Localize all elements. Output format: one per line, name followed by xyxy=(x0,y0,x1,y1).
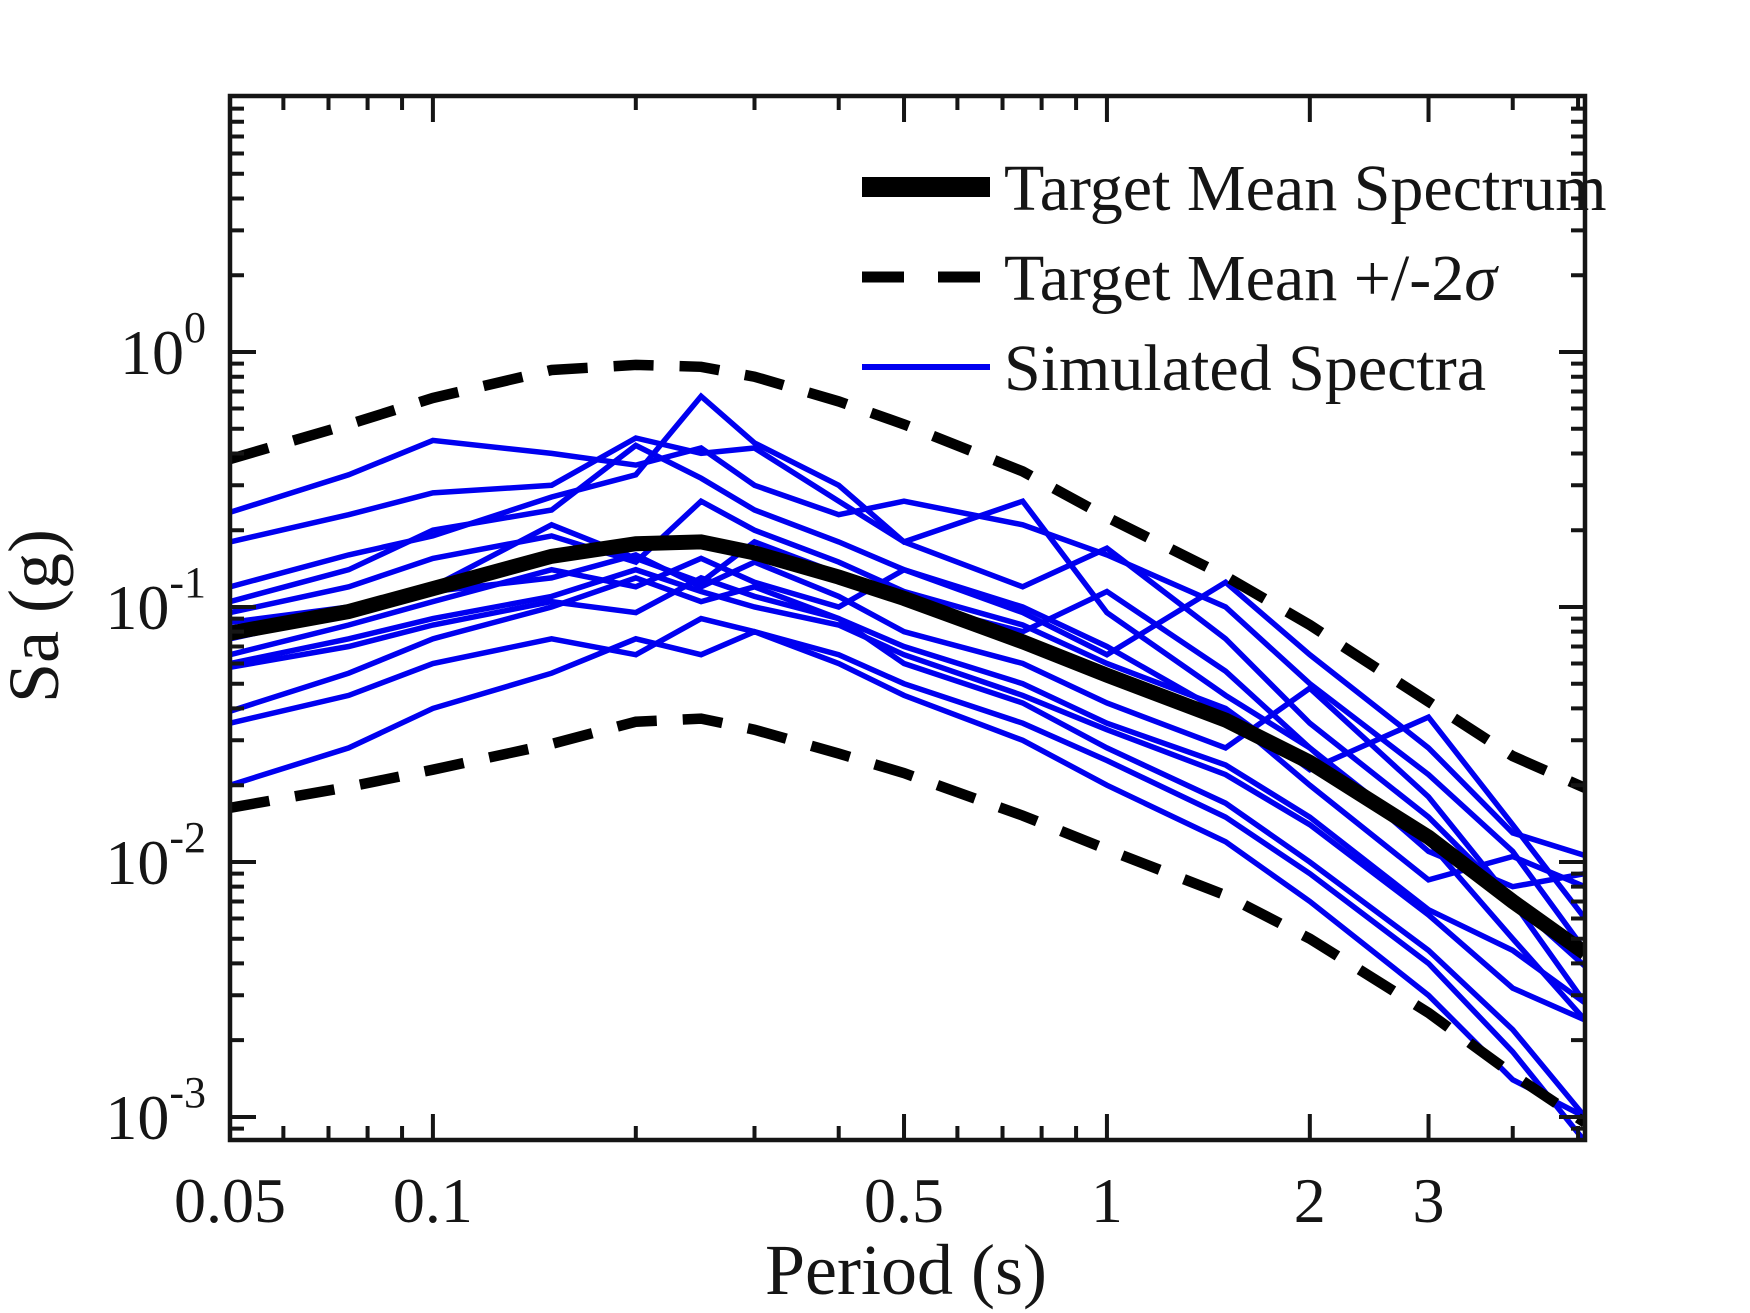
x-axis-title: Period (s) xyxy=(765,1230,1047,1310)
x-tick-label-2: 2 xyxy=(1294,1165,1326,1236)
legend: Target Mean Spectrum Target Mean +/-2σ S… xyxy=(862,152,1607,405)
x-axis-tick-labels: 0.05 0.1 0.5 1 2 3 xyxy=(174,1165,1445,1236)
legend-label-simulated: Simulated Spectra xyxy=(1004,332,1486,405)
simulated-spectrum-line xyxy=(230,628,1585,1120)
legend-item-simulated: Simulated Spectra xyxy=(862,332,1486,405)
x-tick-label-0.1: 0.1 xyxy=(393,1165,473,1236)
legend-item-target-bounds: Target Mean +/-2σ xyxy=(862,242,1499,315)
plot-series-layer xyxy=(230,359,1585,1140)
target-mean-line xyxy=(230,534,1585,960)
x-tick-label-0.5: 0.5 xyxy=(864,1165,944,1236)
y-tick-label-10e-2: 10-2 xyxy=(105,813,206,898)
y-tick-label-10e-1: 10-1 xyxy=(105,558,206,643)
axes-layer xyxy=(227,93,1588,1143)
y-axis-title: Sa (g) xyxy=(0,529,74,703)
simulated-spectrum-line xyxy=(230,442,1585,859)
target-lower-line xyxy=(230,713,1585,1127)
y-axis-tick-labels: 100 10-1 10-2 10-3 xyxy=(105,303,206,1153)
simulated-spectrum-line xyxy=(230,437,1585,953)
legend-label-target-bounds: Target Mean +/-2σ xyxy=(1004,242,1499,315)
y-tick-label-10e-3: 10-3 xyxy=(105,1068,206,1153)
minor-tick-marks xyxy=(230,96,1585,1140)
simulated-spectrum-line xyxy=(230,435,1585,1005)
y-tick-label-10e0: 100 xyxy=(120,303,206,388)
x-tick-label-0.05: 0.05 xyxy=(174,1165,286,1236)
target-upper-line xyxy=(230,359,1585,793)
x-tick-label-3: 3 xyxy=(1413,1165,1445,1236)
legend-item-target-mean: Target Mean Spectrum xyxy=(862,152,1607,225)
x-tick-label-1: 1 xyxy=(1091,1165,1123,1236)
simulated-spectrum-line xyxy=(230,574,1585,1006)
simulated-spectrum-line xyxy=(230,615,1585,1140)
simulated-spectrum-line xyxy=(230,574,1585,1119)
legend-label-target-mean: Target Mean Spectrum xyxy=(1004,152,1607,225)
major-tick-marks xyxy=(230,96,1585,1140)
